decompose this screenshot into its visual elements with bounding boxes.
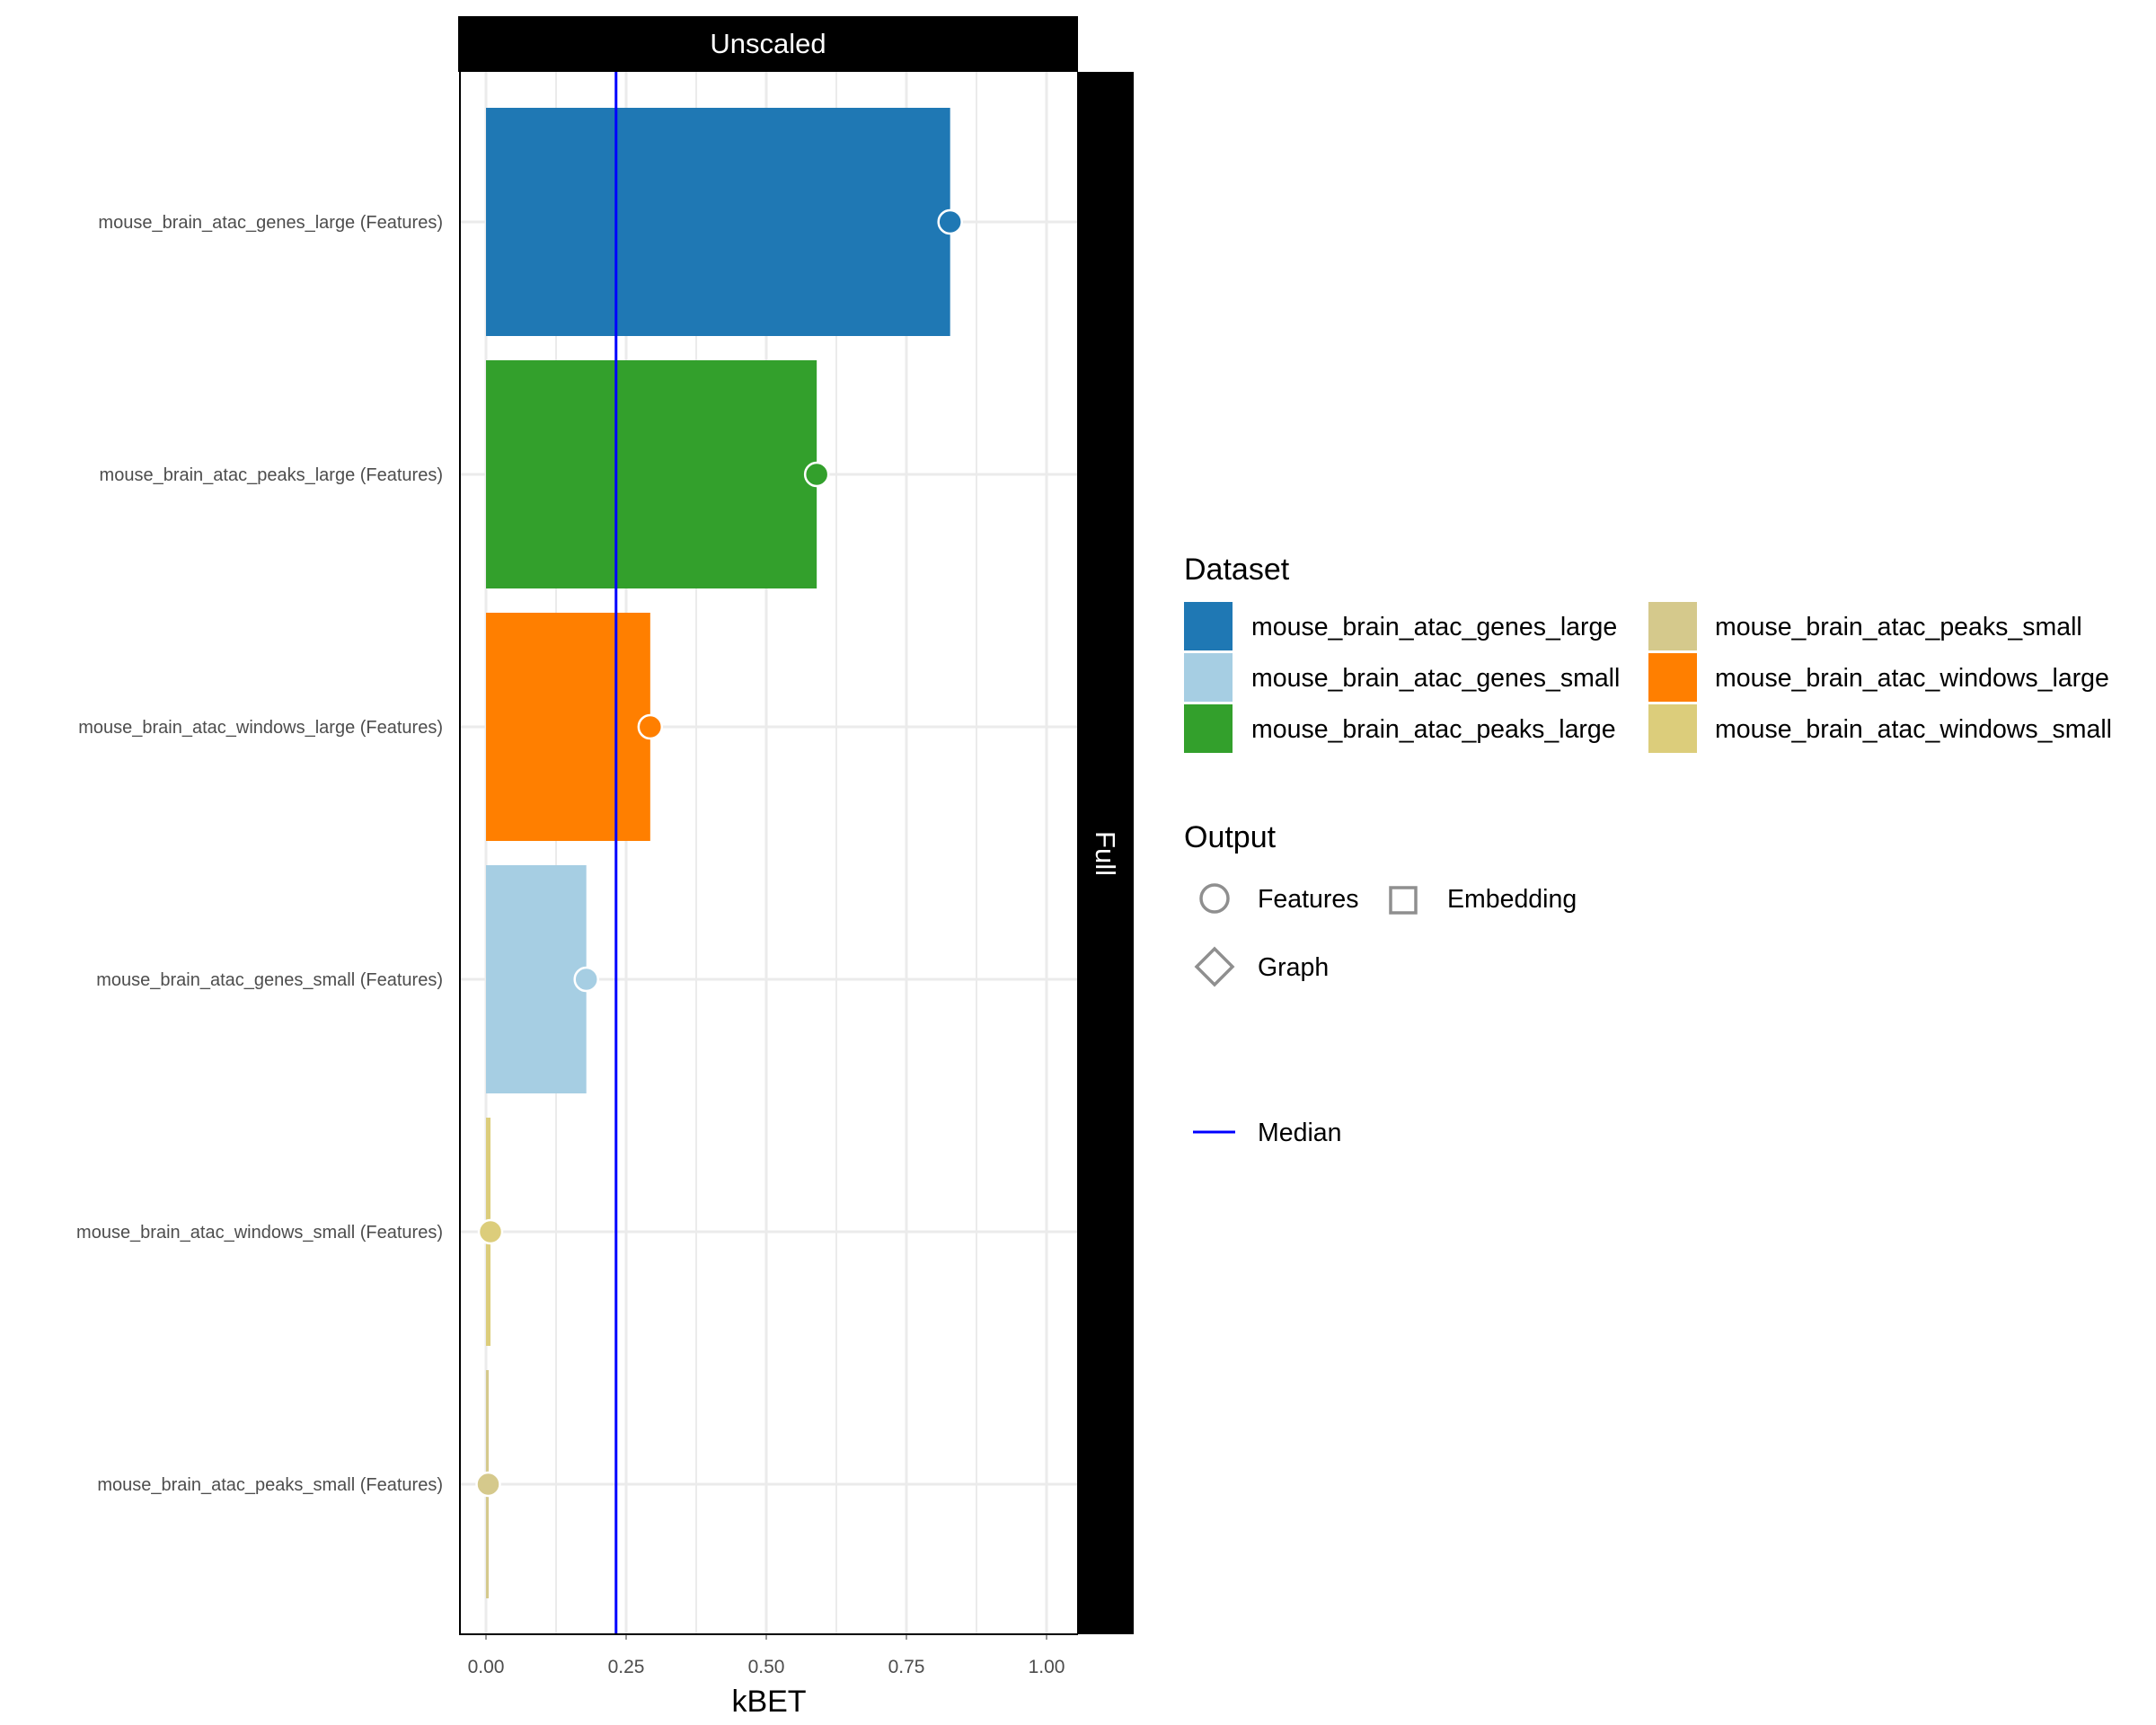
x-tick-label: 0.25 <box>608 1657 645 1677</box>
y-axis-labels: mouse_brain_atac_genes_large (Features) m… <box>76 213 443 1495</box>
legend-dataset-label: mouse_brain_atac_windows_large <box>1715 664 2109 693</box>
points <box>475 208 963 1498</box>
legend-dataset-label: mouse_brain_atac_genes_small <box>1251 664 1620 693</box>
x-axis-ticks: 0.00 0.25 0.50 0.75 1.00 <box>468 1634 1065 1677</box>
facet-strip-right-label: Full <box>1090 831 1121 876</box>
y-axis-label: mouse_brain_atac_peaks_large (Features) <box>100 465 443 485</box>
legend-dataset-title: Dataset <box>1184 553 1290 587</box>
bar <box>486 613 650 841</box>
legend-output-label: Features <box>1258 885 1358 914</box>
data-point <box>475 1471 501 1498</box>
y-axis-label: mouse_brain_atac_windows_small (Features… <box>76 1223 443 1243</box>
legend-median: Median <box>1193 1119 1341 1147</box>
bar <box>486 108 950 336</box>
y-axis-label: mouse_brain_atac_windows_large (Features… <box>78 718 443 738</box>
facet-strip-right <box>1077 72 1134 1634</box>
legend-dataset-label: mouse_brain_atac_genes_large <box>1251 613 1617 641</box>
legend-color-key <box>1184 602 1233 650</box>
legend-dataset: Dataset mouse_brain_atac_genes_largemous… <box>1184 553 2112 753</box>
x-tick-label: 0.00 <box>468 1657 505 1677</box>
legend-color-key <box>1648 653 1697 702</box>
legend-output-label: Graph <box>1258 953 1329 982</box>
data-point <box>637 713 664 740</box>
x-tick-label: 0.75 <box>888 1657 925 1677</box>
legend-median-label: Median <box>1258 1119 1341 1147</box>
facet-strip-top-label: Unscaled <box>710 28 826 59</box>
x-tick-label: 1.00 <box>1029 1657 1065 1677</box>
legend-color-key <box>1184 704 1233 753</box>
x-axis-title: kBET <box>731 1685 806 1719</box>
square-icon <box>1389 886 1418 915</box>
bar <box>486 360 817 588</box>
legend-color-key <box>1184 653 1233 702</box>
legend-color-key <box>1648 602 1697 650</box>
y-axis-label: mouse_brain_atac_genes_small (Features) <box>96 970 443 990</box>
bar <box>486 865 587 1093</box>
legend-dataset-label: mouse_brain_atac_peaks_large <box>1251 715 1616 744</box>
diamond-icon <box>1194 946 1235 987</box>
data-point <box>477 1218 504 1245</box>
y-axis-label: mouse_brain_atac_peaks_small (Features) <box>97 1475 443 1495</box>
bars <box>486 108 950 1598</box>
data-point <box>573 966 599 993</box>
circle-icon <box>1199 883 1230 914</box>
facet-strip-top <box>458 16 1078 72</box>
legend-output: Output Features Embedding Graph <box>1184 820 1577 987</box>
legend-output-title: Output <box>1184 820 1277 854</box>
data-point <box>803 461 830 488</box>
x-tick-label: 0.50 <box>748 1657 785 1677</box>
data-point <box>937 208 963 235</box>
y-axis-label: mouse_brain_atac_genes_large (Features) <box>98 213 443 233</box>
legend-dataset-label: mouse_brain_atac_windows_small <box>1715 715 2112 744</box>
legend-color-key <box>1648 704 1697 753</box>
legend-output-label: Embedding <box>1447 885 1577 914</box>
legend-dataset-label: mouse_brain_atac_peaks_small <box>1715 613 2082 641</box>
